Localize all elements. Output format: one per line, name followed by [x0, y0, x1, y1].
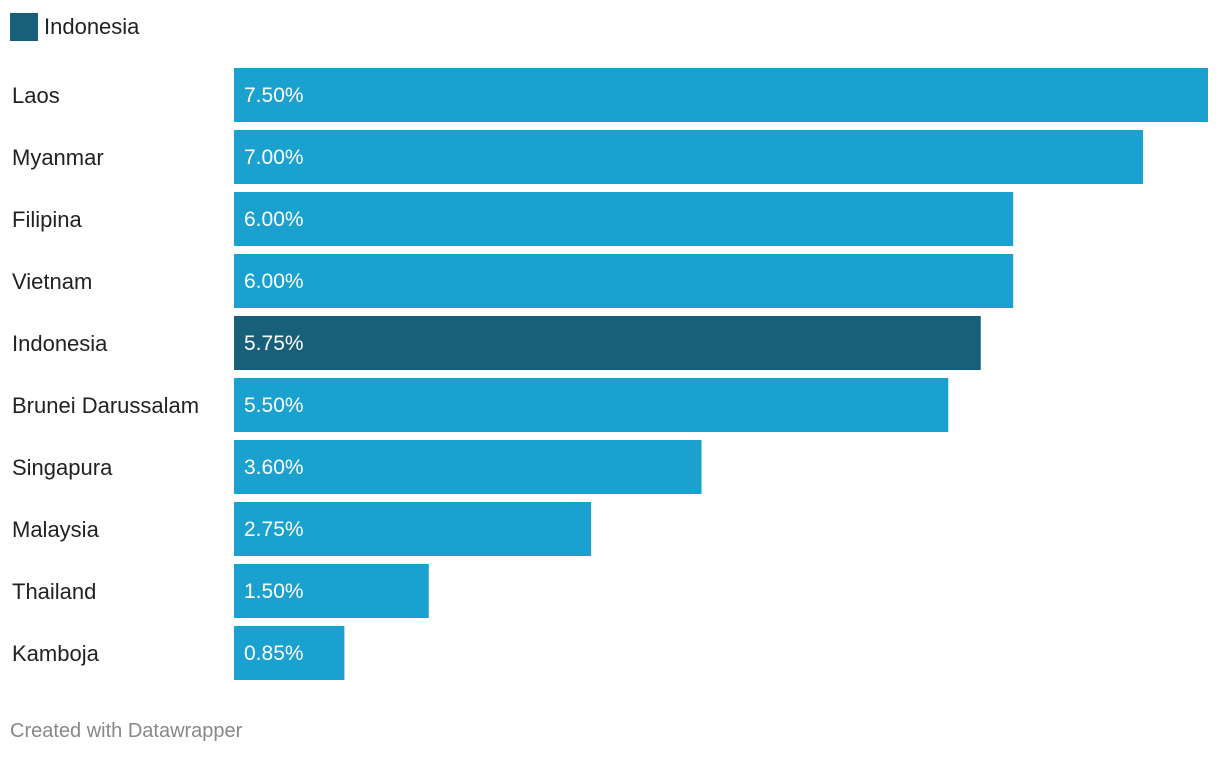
category-label-singapura: Singapura: [12, 455, 113, 480]
category-label-filipina: Filipina: [12, 207, 82, 232]
value-label-malaysia: 2.75%: [244, 518, 304, 541]
bar-malaysia: [234, 502, 592, 556]
bar-myanmar: [234, 130, 1144, 184]
value-label-filipina: 6.00%: [244, 208, 304, 231]
value-label-laos: 7.50%: [244, 84, 304, 107]
bar-indonesia: [234, 316, 981, 370]
bar-vietnam: [234, 254, 1014, 308]
bar-singapura: [234, 440, 702, 494]
legend: Indonesia: [10, 12, 139, 42]
value-label-thailand: 1.50%: [244, 580, 304, 603]
value-label-kamboja: 0.85%: [244, 642, 304, 665]
category-label-malaysia: Malaysia: [12, 517, 100, 542]
legend-swatch: [10, 13, 38, 41]
value-label-vietnam: 6.00%: [244, 270, 304, 293]
category-label-vietnam: Vietnam: [12, 269, 92, 294]
credit-footer: Created with Datawrapper: [10, 720, 243, 742]
bar-chart: Laos 7.50% Myanmar 7.00% Filipina 6.00% Vietna…: [12, 68, 1208, 680]
category-label-brunei-darussalam: Brunei Darussalam: [12, 393, 199, 418]
category-label-thailand: Thailand: [12, 579, 96, 604]
bar-kamboja: [234, 626, 345, 680]
legend-label-indonesia: Indonesia: [44, 14, 140, 39]
category-label-kamboja: Kamboja: [12, 641, 100, 666]
value-label-singapura: 3.60%: [244, 456, 304, 479]
category-label-laos: Laos: [12, 83, 60, 108]
value-label-myanmar: 7.00%: [244, 146, 304, 169]
bar-brunei-darussalam: [234, 378, 949, 432]
bar-laos: [234, 68, 1208, 122]
bar-thailand: [234, 564, 429, 618]
value-label-brunei-darussalam: 5.50%: [244, 394, 304, 417]
value-label-indonesia: 5.75%: [244, 332, 304, 355]
bar-filipina: [234, 192, 1014, 246]
category-label-myanmar: Myanmar: [12, 145, 104, 170]
category-label-indonesia: Indonesia: [12, 331, 108, 356]
